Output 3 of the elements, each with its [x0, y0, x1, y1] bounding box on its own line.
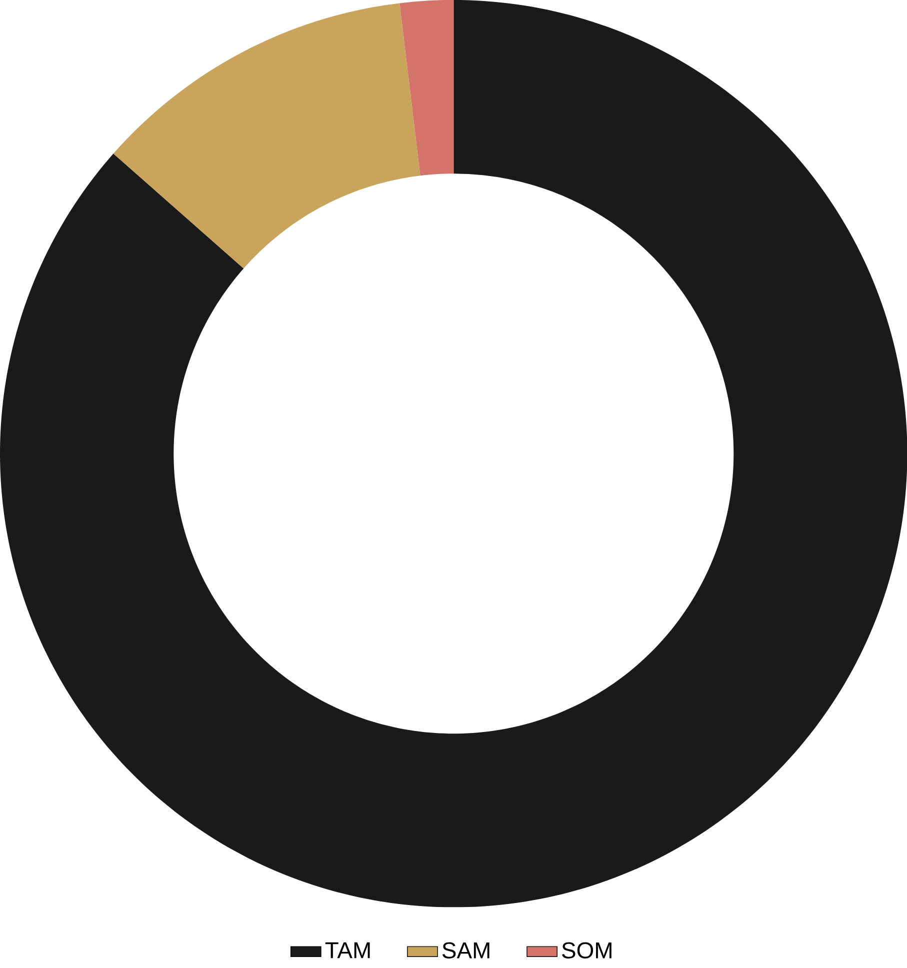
- legend-label: SAM: [442, 942, 490, 958]
- legend-label: TAM: [325, 942, 370, 958]
- legend-label: SOM: [562, 942, 612, 958]
